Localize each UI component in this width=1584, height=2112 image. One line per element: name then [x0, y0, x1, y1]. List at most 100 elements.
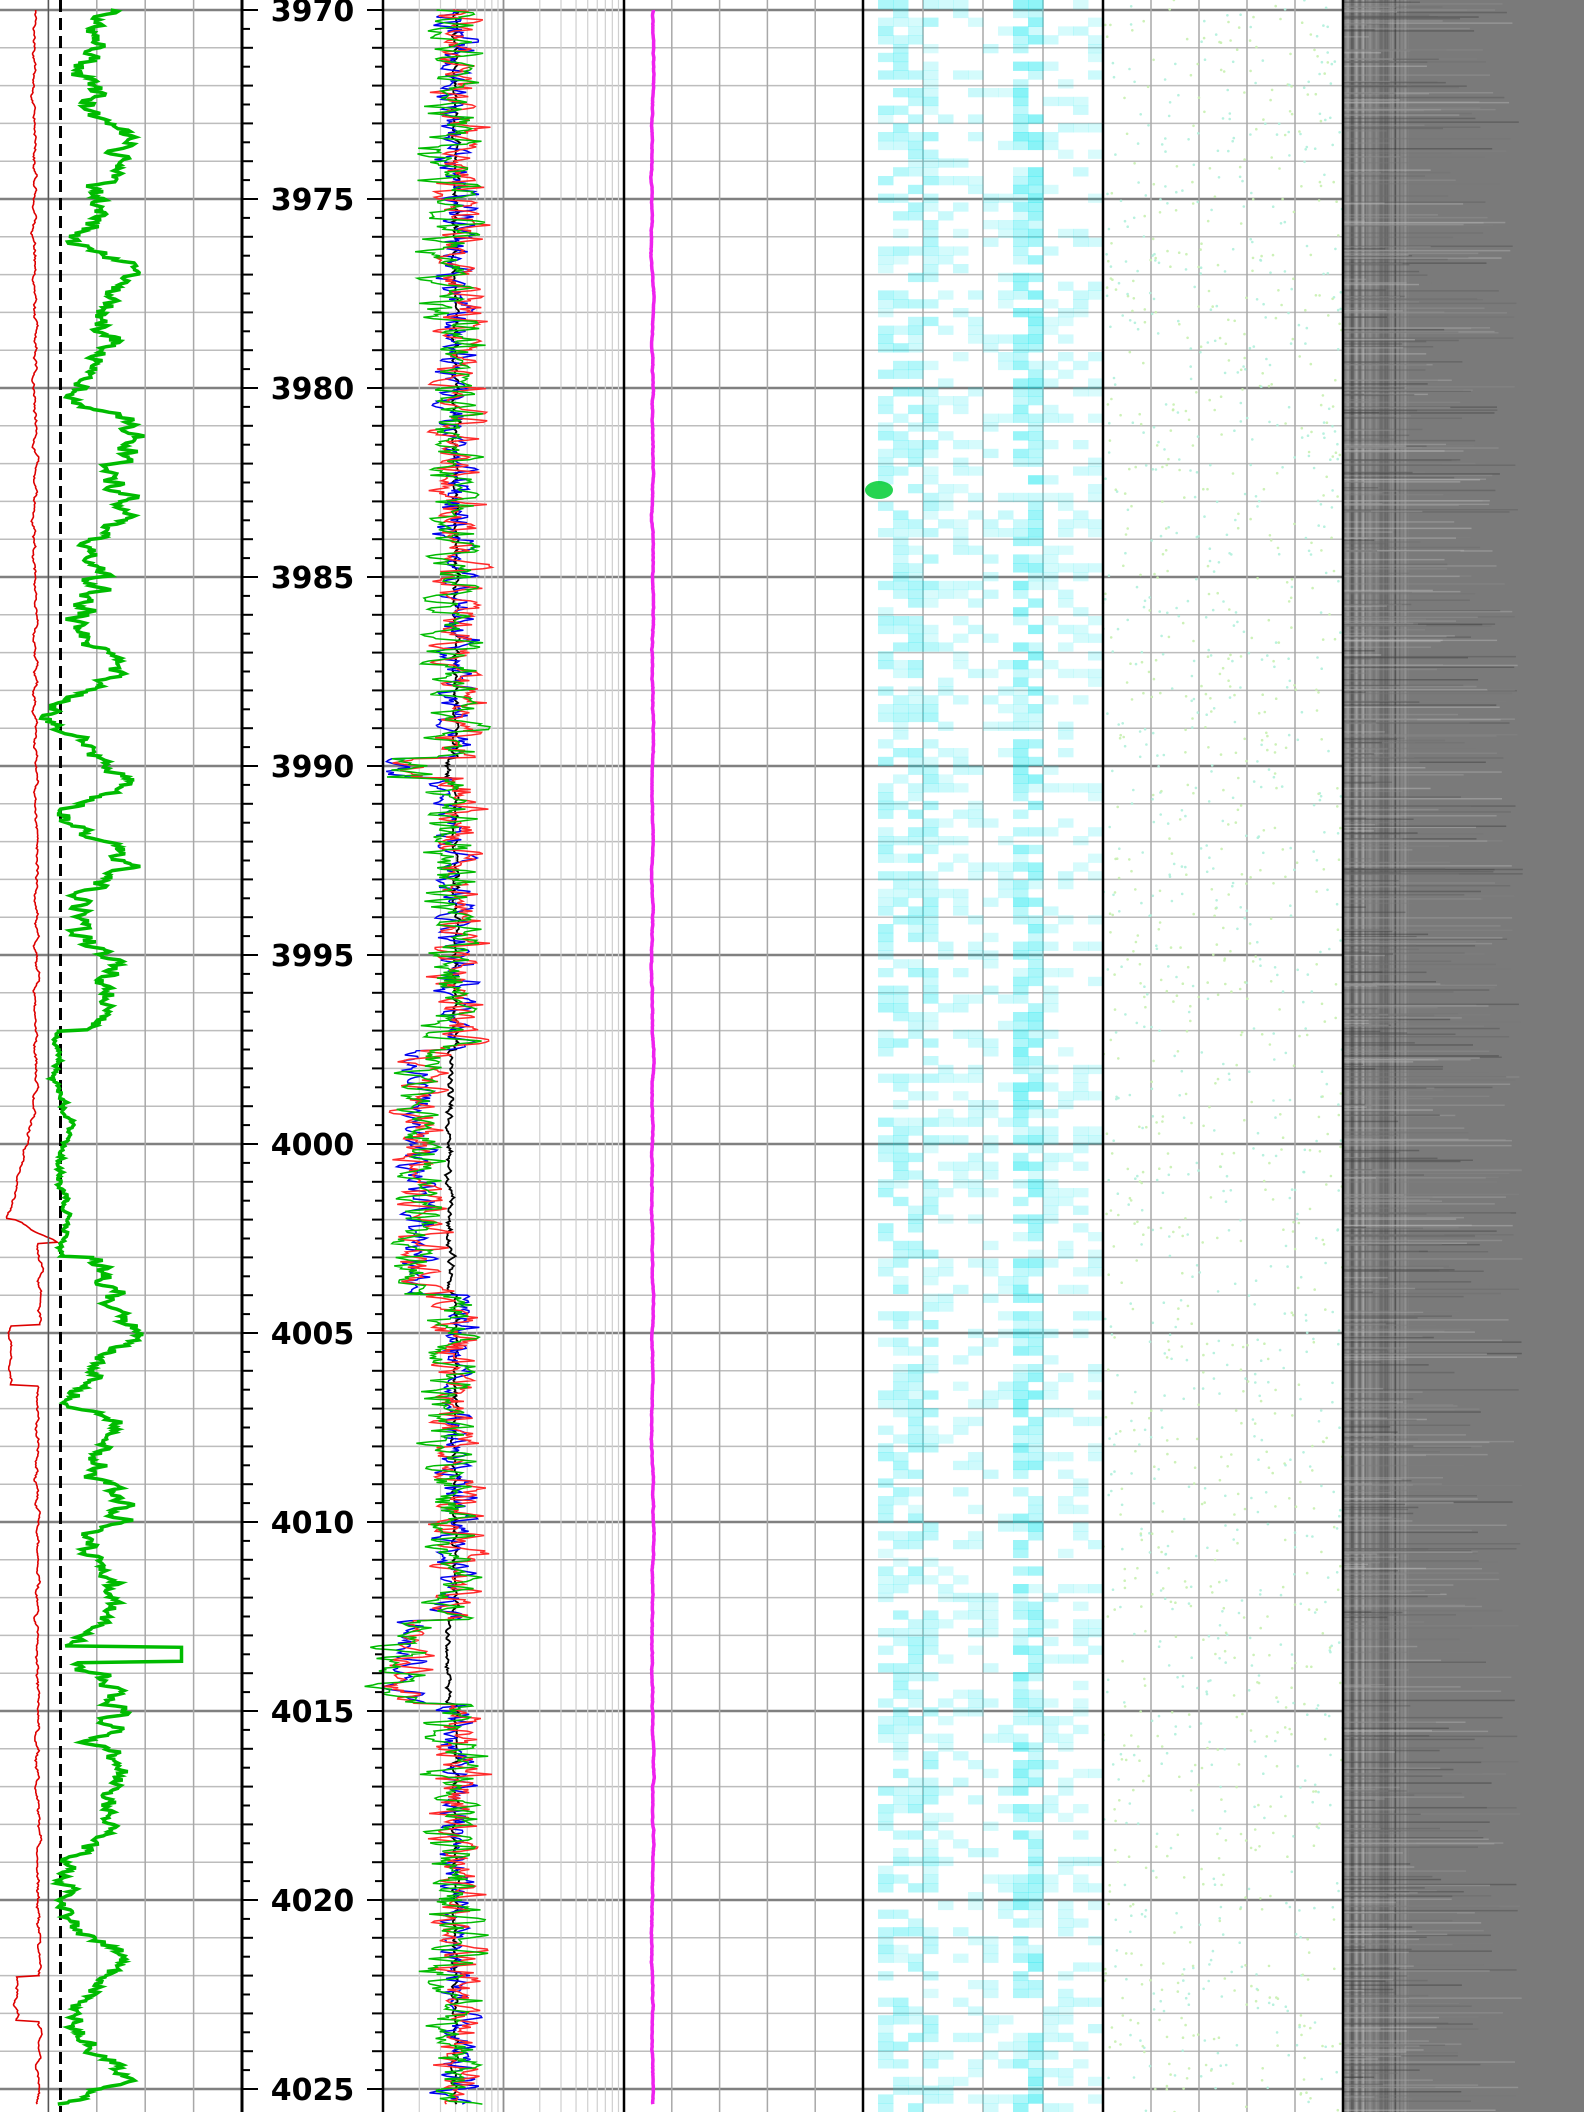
image-band	[1343, 1177, 1486, 1179]
track5-point	[1129, 2018, 1132, 2022]
heatmap-cell	[1088, 17, 1104, 27]
track5-point	[1259, 1626, 1262, 1630]
track1-red-curve	[5, 10, 60, 2105]
image-streak	[1347, 0, 1349, 2112]
image-band	[1343, 868, 1365, 870]
track5-point	[1315, 1707, 1319, 1711]
heatmap-cell	[953, 1839, 969, 1849]
track5-point	[1304, 1313, 1308, 1317]
heatmap-cell	[923, 906, 939, 916]
image-band	[1343, 1929, 1484, 1932]
heatmap-cell	[938, 158, 954, 168]
image-band	[1343, 1397, 1372, 1400]
heatmap-cell	[998, 1390, 1014, 1400]
track5-point	[1117, 876, 1121, 880]
image-band	[1343, 107, 1481, 109]
track5-point	[1303, 2056, 1306, 2060]
heatmap-cell	[893, 2006, 909, 2016]
image-streak	[1345, 0, 1350, 2112]
heatmap-cell	[968, 950, 984, 960]
image-streak	[1362, 0, 1365, 2112]
image-band	[1343, 1863, 1411, 1865]
image-streak	[1361, 0, 1365, 2112]
heatmap-cell	[998, 228, 1014, 239]
track5-point	[1144, 2109, 1148, 2112]
image-band	[1343, 169, 1431, 171]
track5-point	[1227, 1072, 1231, 1076]
track5-point	[1252, 1653, 1255, 1657]
heatmap-cell	[953, 404, 969, 415]
heatmap-cell	[923, 475, 939, 485]
track5-point	[1305, 145, 1309, 149]
image-band	[1343, 61, 1486, 63]
image-band	[1343, 830, 1374, 832]
track5-point	[1259, 1589, 1262, 1592]
track5-point	[1184, 728, 1187, 732]
track5-point	[1160, 1409, 1163, 1412]
track5-point	[1268, 1996, 1272, 1999]
heatmap-cell	[1013, 1566, 1029, 1576]
heatmap-cell	[1028, 968, 1044, 978]
heatmap-cell	[1013, 61, 1029, 71]
image-streak	[1387, 0, 1390, 2112]
heatmap-cell	[1013, 396, 1029, 406]
heatmap-cell	[878, 792, 894, 802]
heatmap-cell	[1028, 1909, 1044, 1919]
heatmap-cell	[878, 1592, 894, 1603]
heatmap-cell	[1043, 1804, 1059, 1814]
heatmap-cell	[923, 756, 939, 767]
track5-point	[1189, 347, 1193, 350]
heatmap-cell	[953, 1751, 969, 1761]
image-band	[1343, 1194, 1404, 1196]
track5-point	[1246, 997, 1249, 1000]
heatmap-cell	[968, 1100, 984, 1110]
heatmap-cell	[1028, 1108, 1044, 1119]
image-band	[1343, 664, 1518, 667]
image-streak	[1369, 0, 1372, 2112]
image-band	[1343, 114, 1364, 116]
image-band	[1343, 1330, 1445, 1333]
image-streak	[1384, 0, 1388, 2112]
image-band	[1343, 1738, 1475, 1741]
heatmap-cell	[938, 2085, 954, 2095]
track5-point	[1127, 1855, 1131, 1858]
track5-point	[1319, 1409, 1323, 1412]
image-streak	[1386, 0, 1390, 2112]
track5-point	[1259, 1897, 1262, 1900]
heatmap-cell	[908, 528, 924, 538]
depth-label: 4020	[271, 1884, 355, 1919]
image-band	[1343, 1079, 1516, 1082]
image-band	[1343, 1903, 1397, 1905]
track5-point	[1292, 210, 1296, 214]
image-streak	[1351, 0, 1354, 2112]
track5-point	[1113, 1443, 1116, 1447]
heatmap-cell	[1043, 440, 1059, 450]
track5-point	[1181, 1685, 1185, 1688]
heatmap-cell	[923, 1795, 939, 1805]
track5-point	[1220, 1995, 1224, 1998]
track5-point	[1315, 858, 1319, 862]
track5-point	[1332, 1918, 1336, 1921]
image-streak	[1367, 0, 1372, 2112]
track5-point	[1339, 291, 1343, 294]
track5-point	[1315, 34, 1319, 38]
track5-point	[1151, 1592, 1154, 1596]
track5-point	[1290, 585, 1294, 589]
heatmap-cell	[968, 1689, 984, 1699]
image-streak	[1365, 0, 1370, 2112]
image-band	[1343, 1017, 1462, 1019]
track5-point	[1259, 259, 1263, 262]
image-band	[1343, 1106, 1367, 1108]
image-band	[1343, 1782, 1492, 1784]
track5-point	[1173, 1054, 1176, 1058]
track5-point	[1249, 1846, 1253, 1850]
heatmap-cell	[908, 1223, 924, 1233]
heatmap-cell	[893, 1830, 909, 1840]
track5-point	[1142, 235, 1146, 238]
image-band	[1343, 14, 1430, 17]
track5-point	[1289, 1458, 1292, 1461]
track5-point	[1213, 408, 1216, 412]
track5-point	[1152, 1502, 1156, 1505]
track5-point	[1268, 420, 1271, 424]
heatmap-cell	[923, 739, 939, 749]
